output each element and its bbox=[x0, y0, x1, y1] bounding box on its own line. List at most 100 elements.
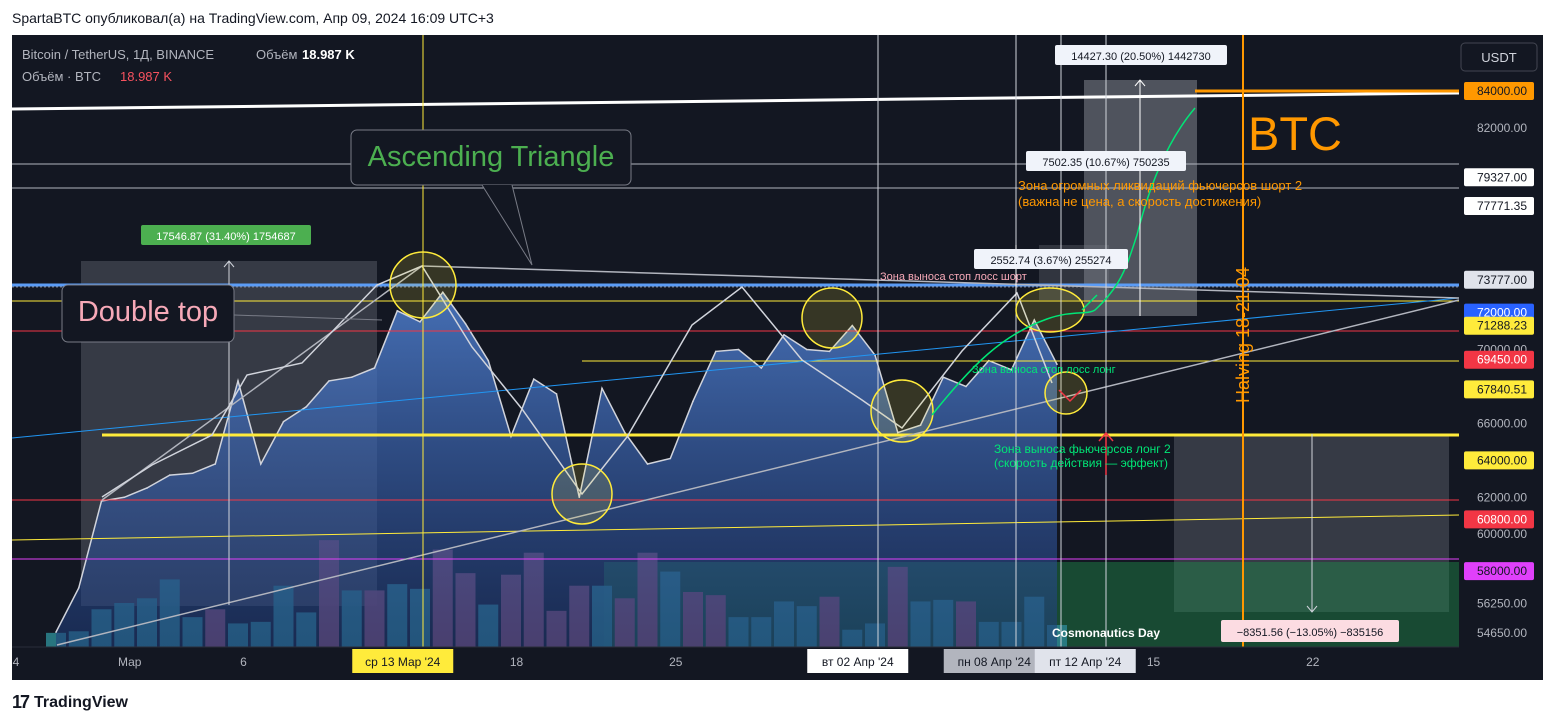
price-point bbox=[191, 472, 194, 475]
callout-pointer-1 bbox=[481, 184, 533, 266]
price-point bbox=[555, 393, 558, 395]
price-point bbox=[692, 400, 694, 403]
price-point bbox=[1010, 369, 1013, 371]
time-axis: 4 Мар 6 ср 13 Мар '24 18 25 вт 02 Апр '24 пн 08… bbox=[13, 649, 1320, 673]
price-point bbox=[396, 309, 399, 312]
volume-indicator-label: Объём · BTC bbox=[22, 69, 101, 84]
price-tag-bg bbox=[1464, 270, 1534, 289]
ascending-triangle-label: Ascending Triangle bbox=[368, 141, 615, 173]
trend-line-rise bbox=[101, 265, 423, 501]
time-tick-label: Мар bbox=[118, 655, 142, 669]
time-tick-label: пн 08 Апр '24 bbox=[958, 655, 1032, 669]
time-tick-label: 18 bbox=[510, 655, 524, 669]
price-tick-label: 66000.00 bbox=[1477, 416, 1527, 430]
price-tag-bg bbox=[1464, 380, 1534, 399]
price-chart[interactable]: Ascending Triangle Double top BTC Halvin… bbox=[12, 35, 1543, 680]
price-tick-label: 77771.35 bbox=[1477, 199, 1527, 213]
zone-stop-long: Зона выноса стоп лосс лонг bbox=[972, 364, 1116, 376]
price-point bbox=[851, 324, 854, 327]
currency-button-label: USDT bbox=[1481, 50, 1516, 65]
publication-header: SpartaBTC опубликовал(а) на TradingView.… bbox=[12, 10, 494, 26]
price-point bbox=[214, 463, 217, 465]
arrow-red-small bbox=[1058, 389, 1082, 403]
price-tag-bg bbox=[1464, 82, 1534, 100]
price-tick-label: 60000.00 bbox=[1477, 527, 1527, 541]
symbol-name[interactable]: Bitcoin / TetherUS, 1Д, BINANCE bbox=[22, 47, 214, 62]
price-point bbox=[532, 378, 535, 380]
price-tick-label: 56250.00 bbox=[1477, 596, 1527, 610]
circle-top-1 bbox=[389, 251, 457, 319]
trend-line-support bbox=[56, 299, 1460, 646]
time-tick-label: 4 bbox=[13, 655, 20, 669]
price-tag-bg bbox=[1464, 510, 1534, 529]
measure-label-5-bg bbox=[1221, 620, 1399, 642]
time-tag-bg bbox=[943, 649, 1045, 673]
measure-label-4: 2552.74 (3.67%) 255274 bbox=[990, 255, 1111, 267]
circle-stop-long bbox=[1044, 371, 1088, 415]
price-tick-label: 84000.00 bbox=[1477, 84, 1527, 98]
tradingview-logo[interactable]: 17 TradingView bbox=[12, 692, 128, 713]
trend-line-yellow bbox=[12, 514, 1460, 541]
price-point bbox=[77, 586, 80, 589]
measure-label-2: 14427.30 (20.50%) 1442730 bbox=[1071, 51, 1210, 63]
price-point bbox=[419, 321, 421, 323]
price-point bbox=[146, 487, 148, 489]
price-tick-label: 67840.51 bbox=[1477, 382, 1527, 396]
ellipse-stop-short bbox=[1015, 287, 1085, 333]
price-point bbox=[100, 500, 103, 502]
tradingview-logo-text: TradingView bbox=[34, 693, 128, 711]
price-tick-label: 69450.00 bbox=[1477, 353, 1527, 367]
price-area-fill bbox=[56, 292, 1057, 647]
circle-top-2 bbox=[801, 287, 863, 349]
price-point bbox=[168, 474, 171, 476]
price-point bbox=[305, 405, 308, 408]
measure-label-1: 17546.87 (31.40%) 1754687 bbox=[156, 231, 295, 243]
time-tick-label: вт 02 Апр '24 bbox=[822, 655, 894, 669]
time-tick-label: 6 bbox=[240, 655, 247, 669]
price-point bbox=[646, 463, 649, 465]
price-point bbox=[487, 359, 490, 362]
price-tag-bg bbox=[1464, 451, 1534, 470]
measure-label-4-bg bbox=[974, 249, 1128, 269]
price-tick-label: 62000.00 bbox=[1477, 490, 1527, 504]
arrow-long-zone-head bbox=[1098, 431, 1114, 442]
price-point bbox=[373, 367, 376, 369]
symbol-volume-value: 18.987 K bbox=[302, 47, 355, 62]
price-point bbox=[601, 387, 603, 390]
time-tag-bg bbox=[807, 649, 909, 673]
zigzag-pattern bbox=[101, 265, 1053, 498]
zone-short-liq-line2: (важна не цена, а скорость достижения) bbox=[1018, 194, 1261, 209]
double-top-callout bbox=[61, 284, 235, 343]
price-point bbox=[760, 367, 763, 369]
chart-frame[interactable]: Ascending Triangle Double top BTC Halvin… bbox=[12, 35, 1543, 680]
time-tick-label: 15 bbox=[1147, 655, 1161, 669]
trend-line-blue bbox=[12, 297, 1460, 439]
price-point bbox=[282, 420, 285, 423]
volume-indicator-value: 18.987 K bbox=[120, 69, 172, 84]
callout-pointer-2 bbox=[233, 314, 383, 321]
halving-label: Halving 18-21.04 bbox=[1233, 267, 1253, 403]
time-tick-label: ср 13 Мар '24 bbox=[365, 655, 440, 669]
price-tag-bg bbox=[1464, 316, 1534, 335]
price-tag-bg bbox=[1464, 168, 1534, 187]
arrow-green bbox=[1081, 294, 1098, 311]
price-point bbox=[237, 380, 239, 382]
symbol-volume-label: Объём bbox=[256, 47, 297, 62]
currency-button[interactable] bbox=[1460, 42, 1538, 72]
price-point bbox=[737, 348, 740, 351]
tradingview-logo-icon: 17 bbox=[12, 692, 30, 712]
price-tick-label: 54650.00 bbox=[1477, 626, 1527, 640]
measure-label-3-bg bbox=[1026, 151, 1186, 171]
zone-stop-short: Зона выноса стоп лосс шорт bbox=[880, 271, 1027, 283]
measure-label-3: 7502.35 (10.67%) 750235 bbox=[1042, 157, 1169, 169]
cosmonautics-day-label: Cosmonautics Day bbox=[1052, 626, 1160, 640]
price-tick-label: 73777.00 bbox=[1477, 273, 1527, 287]
zone-short-liq-line1: Зона огромных ликвидаций фьючерсов шорт … bbox=[1018, 178, 1302, 193]
price-point bbox=[123, 496, 126, 499]
price-point bbox=[1033, 319, 1036, 321]
price-scale-labels: 84000.00 82000.00 79327.00 77771.35 73777.00… bbox=[1464, 82, 1534, 640]
measure-arrow-1-head bbox=[223, 260, 235, 268]
price-point bbox=[328, 380, 330, 382]
price-point bbox=[55, 631, 57, 633]
price-tick-label: 71288.23 bbox=[1477, 319, 1527, 333]
